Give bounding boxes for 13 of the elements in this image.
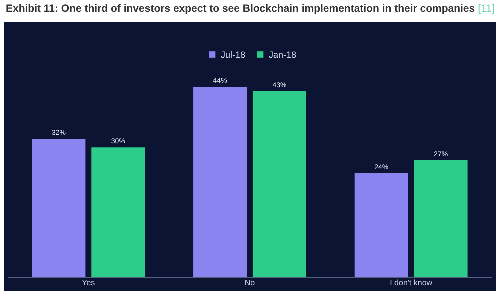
bar	[414, 160, 468, 277]
legend-label: Jul-18	[221, 50, 246, 60]
bar	[32, 138, 86, 277]
text: [11]	[478, 3, 495, 15]
bar	[92, 148, 146, 277]
x-tick-label: I don't know	[390, 278, 433, 288]
chart-title: Exhibit 11: One third of investors expect to see Blockchain implementation in their companies	[6, 3, 476, 15]
x-tick-label: No	[244, 278, 256, 288]
bar	[354, 173, 408, 277]
x-tick-label: Yes	[82, 278, 96, 288]
bar	[252, 92, 306, 277]
legend-label: Jan-18	[269, 50, 297, 60]
bar	[194, 87, 248, 277]
